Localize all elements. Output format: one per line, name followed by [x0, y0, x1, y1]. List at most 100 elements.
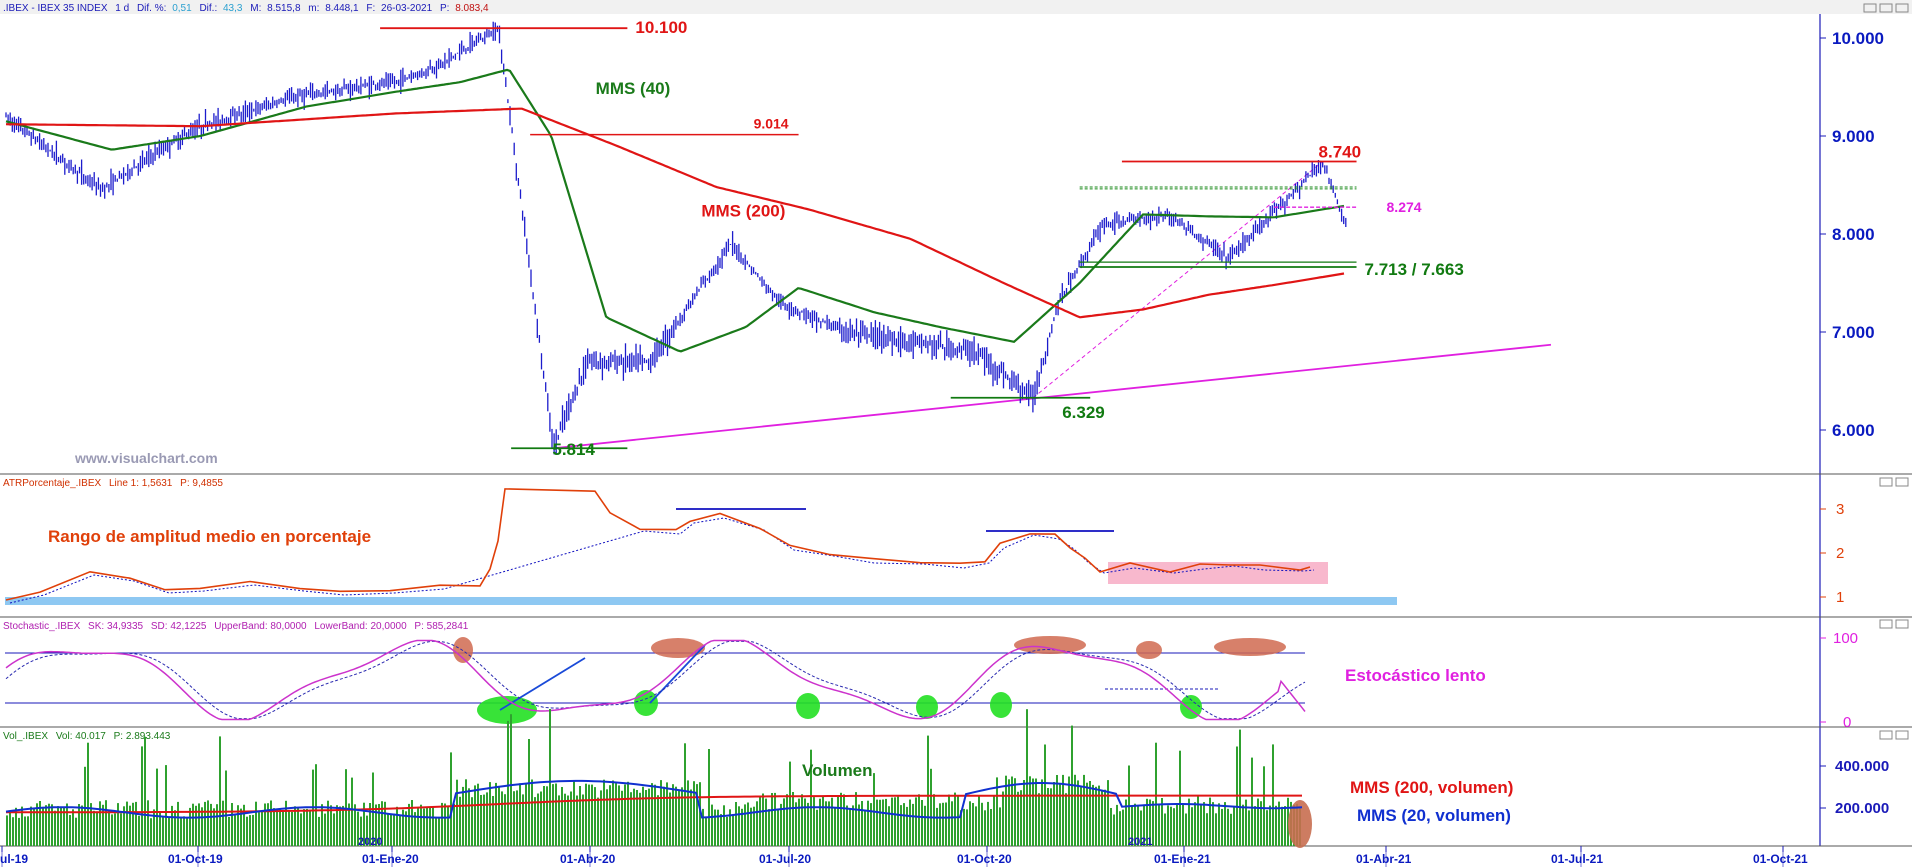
volume-bar [987, 801, 989, 846]
volume-bar [633, 788, 635, 846]
volume-bar [735, 802, 737, 846]
header-timeframe: 1 d [115, 3, 129, 14]
volume-bar [447, 806, 449, 846]
volume-bar [423, 808, 425, 846]
volume-bar [408, 803, 410, 846]
header-max-label: M: [250, 3, 261, 14]
volume-bar [663, 786, 665, 846]
volume-bar [1011, 776, 1013, 846]
volume-bar [1032, 778, 1034, 846]
volume-bar [933, 794, 935, 846]
oversold-mark [1180, 695, 1202, 719]
level-label: 7.713 / 7.663 [1365, 260, 1464, 279]
volume-bar [684, 743, 686, 846]
volume-bar [879, 799, 881, 846]
volume-bar [597, 797, 599, 846]
atr-ytick-3: 3 [1836, 501, 1844, 518]
volume-bar [12, 817, 14, 846]
volume-bar [246, 816, 248, 846]
volume-bar [276, 808, 278, 846]
atr-signal-line [9, 517, 1315, 604]
volume-bar [204, 801, 206, 846]
maximize-button[interactable] [1879, 3, 1893, 13]
year-marker-2020: 2020 [358, 836, 382, 848]
x-axis-label: ul-19 [0, 852, 28, 866]
volume-bar [915, 797, 917, 846]
volume-bar [906, 806, 908, 846]
volume-bar [945, 802, 947, 846]
volume-bar [39, 801, 41, 846]
volume-bar [357, 811, 359, 846]
stoch-trendline-2 [649, 644, 706, 704]
volume-bar [801, 794, 803, 846]
volume-bar [393, 813, 395, 846]
volume-bar [162, 816, 164, 846]
volume-bar [1056, 775, 1058, 846]
volume-bar [870, 803, 872, 846]
volume-bar [840, 792, 842, 846]
volume-bar [444, 803, 446, 846]
volume-bar [606, 789, 608, 846]
volume-bar [1149, 799, 1151, 846]
volume-bar [129, 805, 131, 846]
volume-bar [318, 816, 320, 846]
volume-bar [225, 770, 227, 846]
volume-bar [117, 803, 119, 846]
vol-mms200-line [6, 794, 1302, 814]
support-trendline-2 [1032, 161, 1324, 399]
volume-bar [522, 794, 524, 846]
volume-bar [18, 817, 20, 846]
vol-y-axis: 400.000 200.000 [1820, 758, 1889, 817]
header-dif-pct-label: Dif. %: [137, 3, 166, 14]
x-axis-label: 01-Abr-20 [560, 852, 616, 866]
volume-bar [1170, 806, 1172, 846]
volume-bar [255, 801, 257, 846]
minimize-button[interactable] [1863, 3, 1877, 13]
volume-bar [459, 796, 461, 846]
price-y-axis: 10.000 9.000 8.000 7.000 6.000 [1820, 29, 1884, 440]
volume-bar [777, 809, 779, 846]
volume-bar [771, 793, 773, 846]
volume-bar [1113, 814, 1115, 846]
volume-bar [882, 799, 884, 846]
volume-bar [78, 804, 80, 846]
vol-close-button[interactable] [1895, 730, 1909, 740]
volume-bar [42, 806, 44, 846]
atr-close-button[interactable] [1895, 477, 1909, 487]
close-button[interactable] [1895, 3, 1909, 13]
stoch-sk-line [5, 639, 1306, 721]
header-dif-pct: 0,51 [172, 3, 192, 14]
volume-bar [810, 749, 812, 846]
header-close: 8.083,4 [455, 3, 489, 14]
volume-bar [903, 803, 905, 846]
atr-maximize-button[interactable] [1879, 477, 1893, 487]
vol-maximize-button[interactable] [1879, 730, 1893, 740]
volume-bar [243, 804, 245, 846]
price-header-bar [0, 0, 1912, 14]
volume-bar [867, 800, 869, 846]
volume-bar [525, 784, 527, 846]
stoch-overbought-marks [453, 636, 1286, 663]
volume-bar [294, 806, 296, 846]
volume-bar [141, 746, 143, 846]
stoch-window-controls [1879, 619, 1909, 629]
window-controls [1863, 3, 1909, 13]
volume-bar [75, 817, 77, 846]
oversold-mark [796, 693, 820, 719]
volume-bar [27, 816, 29, 846]
volume-bar [234, 815, 236, 846]
stoch-maximize-button[interactable] [1879, 619, 1893, 629]
atr-y-axis: 3 2 1 [1820, 501, 1844, 606]
overbought-mark [1214, 638, 1286, 656]
volume-bar [939, 803, 941, 846]
atr-baseline-band [5, 597, 1397, 605]
vol-header-vol: Vol: 40.017 [56, 731, 106, 742]
volume-bar [1251, 757, 1253, 846]
stoch-close-button[interactable] [1895, 619, 1909, 629]
volume-bar [1245, 799, 1247, 846]
volume-bar [585, 783, 587, 846]
volume-bar [483, 794, 485, 846]
volume-bar [1035, 778, 1037, 846]
volume-bar [861, 801, 863, 846]
volume-bar [1275, 805, 1277, 846]
